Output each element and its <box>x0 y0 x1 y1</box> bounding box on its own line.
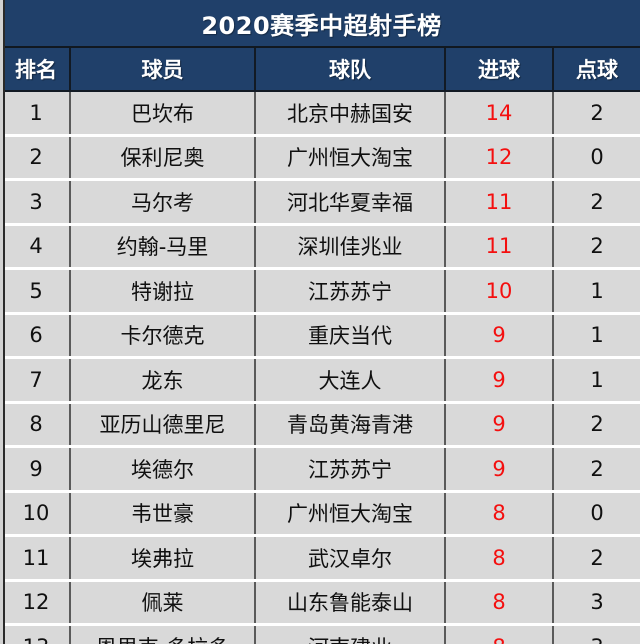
cell-pen: 0 <box>553 491 640 537</box>
cell-player: 恩里克-多拉多 <box>70 624 256 644</box>
column-header-rank[interactable]: 排名 <box>3 48 71 92</box>
cell-rank: 2 <box>3 135 71 181</box>
cell-pen: 1 <box>553 357 640 404</box>
cell-rank: 11 <box>3 535 71 582</box>
cell-team: 广州恒大淘宝 <box>255 491 446 537</box>
cell-pen: 2 <box>553 179 640 226</box>
cell-goals: 8 <box>445 580 554 626</box>
left-border-rule <box>3 0 5 644</box>
cell-goals: 11 <box>445 179 554 226</box>
cell-rank: 3 <box>3 179 71 226</box>
cell-goals: 9 <box>445 402 554 448</box>
cell-player: 埃德尔 <box>70 446 256 493</box>
cell-player: 佩莱 <box>70 580 256 626</box>
cell-team: 深圳佳兆业 <box>255 224 446 270</box>
cell-rank: 1 <box>3 91 71 137</box>
cell-goals: 9 <box>445 313 554 359</box>
cell-pen: 2 <box>553 446 640 493</box>
cell-goals: 14 <box>445 91 554 137</box>
cell-player: 特谢拉 <box>70 268 256 315</box>
cell-team: 北京中赫国安 <box>255 91 446 137</box>
column-header-goals[interactable]: 进球 <box>445 48 554 92</box>
cell-pen: 1 <box>553 313 640 359</box>
cell-rank: 5 <box>3 268 71 315</box>
table-row[interactable]: 11 埃弗拉 武汉卓尔 8 2 <box>3 535 640 582</box>
rankings-table: 排名 球员 球队 进球 点球 1 巴坎布 北京中赫国安 14 2 2 保利尼奥 广州恒大淘宝 1… <box>3 48 640 644</box>
table-header: 排名 球员 球队 进球 点球 <box>3 48 640 92</box>
cell-goals: 8 <box>445 624 554 644</box>
table-row[interactable]: 5 特谢拉 江苏苏宁 10 1 <box>3 268 640 315</box>
cell-player: 保利尼奥 <box>70 135 256 181</box>
cell-pen: 2 <box>553 224 640 270</box>
table-title-bar: 2020赛季中超射手榜 <box>3 0 640 48</box>
cell-goals: 9 <box>445 357 554 404</box>
table-row[interactable]: 2 保利尼奥 广州恒大淘宝 12 0 <box>3 135 640 181</box>
cell-player: 龙东 <box>70 357 256 404</box>
cell-goals: 10 <box>445 268 554 315</box>
cell-goals: 9 <box>445 446 554 493</box>
table-row[interactable]: 10 韦世豪 广州恒大淘宝 8 0 <box>3 491 640 537</box>
table-row[interactable]: 9 埃德尔 江苏苏宁 9 2 <box>3 446 640 493</box>
table-row[interactable]: 6 卡尔德克 重庆当代 9 1 <box>3 313 640 359</box>
cell-goals: 12 <box>445 135 554 181</box>
cell-goals: 8 <box>445 535 554 582</box>
cell-rank: 12 <box>3 580 71 626</box>
cell-goals: 8 <box>445 491 554 537</box>
cell-pen: 2 <box>553 535 640 582</box>
cell-player: 巴坎布 <box>70 91 256 137</box>
cell-team: 江苏苏宁 <box>255 446 446 493</box>
cell-team: 河南建业 <box>255 624 446 644</box>
table-row[interactable]: 4 约翰-马里 深圳佳兆业 11 2 <box>3 224 640 270</box>
cell-pen: 2 <box>553 91 640 137</box>
cell-team: 大连人 <box>255 357 446 404</box>
cell-team: 江苏苏宁 <box>255 268 446 315</box>
cell-goals: 11 <box>445 224 554 270</box>
table-header-row: 排名 球员 球队 进球 点球 <box>3 48 640 92</box>
cell-team: 武汉卓尔 <box>255 535 446 582</box>
table-row[interactable]: 3 马尔考 河北华夏幸福 11 2 <box>3 179 640 226</box>
cell-rank: 9 <box>3 446 71 493</box>
cell-player: 亚历山德里尼 <box>70 402 256 448</box>
cell-pen: 3 <box>553 624 640 644</box>
cell-team: 重庆当代 <box>255 313 446 359</box>
cell-player: 韦世豪 <box>70 491 256 537</box>
left-gutter <box>0 0 3 644</box>
page-title: 2020赛季中超射手榜 <box>201 11 442 40</box>
cell-team: 广州恒大淘宝 <box>255 135 446 181</box>
cell-team: 河北华夏幸福 <box>255 179 446 226</box>
table-row[interactable]: 8 亚历山德里尼 青岛黄海青港 9 2 <box>3 402 640 448</box>
cell-rank: 7 <box>3 357 71 404</box>
cell-team: 青岛黄海青港 <box>255 402 446 448</box>
cell-rank: 10 <box>3 491 71 537</box>
cell-rank: 4 <box>3 224 71 270</box>
table-row[interactable]: 12 佩莱 山东鲁能泰山 8 3 <box>3 580 640 626</box>
cell-pen: 2 <box>553 402 640 448</box>
table-body: 1 巴坎布 北京中赫国安 14 2 2 保利尼奥 广州恒大淘宝 12 0 3 马尔考 河北华夏幸福 11 2… <box>3 91 640 644</box>
cell-player: 卡尔德克 <box>70 313 256 359</box>
cell-rank: 6 <box>3 313 71 359</box>
cell-player: 马尔考 <box>70 179 256 226</box>
column-header-team[interactable]: 球队 <box>255 48 446 92</box>
cell-pen: 1 <box>553 268 640 315</box>
cell-player: 埃弗拉 <box>70 535 256 582</box>
cell-rank: 13 <box>3 624 71 644</box>
cell-player: 约翰-马里 <box>70 224 256 270</box>
table-row[interactable]: 7 龙东 大连人 9 1 <box>3 357 640 404</box>
table-row[interactable]: 13恩里克-多拉多河南建业83 <box>3 624 640 644</box>
cell-rank: 8 <box>3 402 71 448</box>
cell-team: 山东鲁能泰山 <box>255 580 446 626</box>
column-header-penalty[interactable]: 点球 <box>553 48 640 92</box>
cell-pen: 0 <box>553 135 640 181</box>
cell-pen: 3 <box>553 580 640 626</box>
table-row[interactable]: 1 巴坎布 北京中赫国安 14 2 <box>3 91 640 137</box>
column-header-player[interactable]: 球员 <box>70 48 256 92</box>
